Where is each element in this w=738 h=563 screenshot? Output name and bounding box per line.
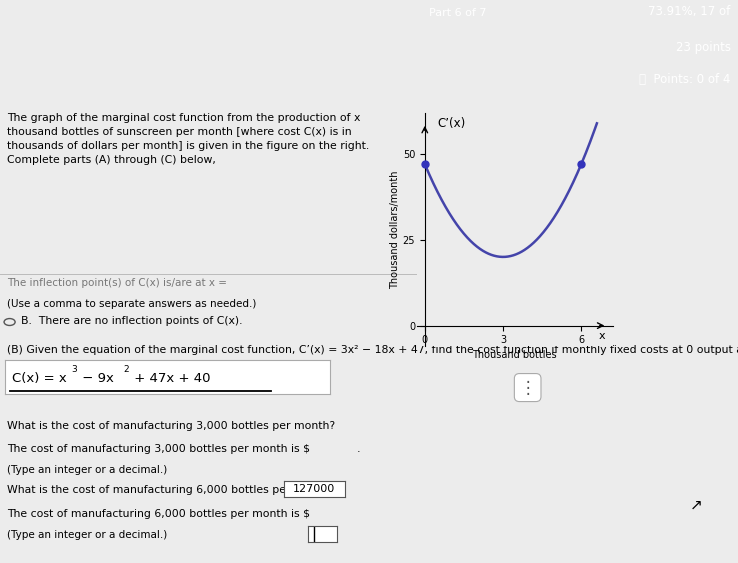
Text: (B) Given the equation of the marginal cost function, C’(x) = 3x² − 18x + 47, fi: (B) Given the equation of the marginal c… (7, 345, 738, 355)
Text: (Use a comma to separate answers as needed.): (Use a comma to separate answers as need… (7, 299, 257, 309)
Text: C’(x): C’(x) (438, 117, 466, 130)
Y-axis label: Thousand dollars/month: Thousand dollars/month (390, 170, 400, 289)
Text: ⓧ  Points: 0 of 4: ⓧ Points: 0 of 4 (639, 73, 731, 86)
Text: What is the cost of manufacturing 6,000 bottles per month?: What is the cost of manufacturing 6,000 … (7, 485, 336, 495)
Text: Part 6 of 7: Part 6 of 7 (429, 8, 486, 18)
Text: .: . (357, 444, 361, 454)
Text: 2: 2 (124, 365, 129, 374)
Text: $40,000.: $40,000. (7, 364, 56, 374)
Text: The cost of manufacturing 3,000 bottles per month is $: The cost of manufacturing 3,000 bottles … (7, 444, 314, 454)
Text: 3: 3 (72, 365, 77, 374)
Text: The graph of the marginal cost function from the production of x
thousand bottle: The graph of the marginal cost function … (7, 113, 370, 165)
Text: + 47x + 40: + 47x + 40 (130, 372, 210, 386)
Text: ↗: ↗ (690, 498, 703, 513)
Text: B.  There are no inflection points of C(x).: B. There are no inflection points of C(x… (21, 316, 242, 325)
Text: What is the cost of manufacturing 3,000 bottles per month?: What is the cost of manufacturing 3,000 … (7, 421, 336, 431)
Text: 23 points: 23 points (675, 41, 731, 53)
Text: The cost of manufacturing 6,000 bottles per month is $: The cost of manufacturing 6,000 bottles … (7, 508, 311, 519)
Text: 73.91%, 17 of: 73.91%, 17 of (649, 5, 731, 18)
Text: x: x (599, 332, 605, 341)
Text: ⋮: ⋮ (520, 378, 536, 396)
Text: − 9x: − 9x (78, 372, 114, 386)
Text: ⋮: ⋮ (520, 176, 536, 194)
Text: C(x) = x: C(x) = x (12, 372, 66, 386)
X-axis label: Thousand bottles: Thousand bottles (472, 350, 557, 360)
Text: 127000: 127000 (293, 484, 336, 494)
Text: The inflection point(s) of C(x) is/are at x =: The inflection point(s) of C(x) is/are a… (7, 278, 227, 288)
Text: (Type an integer or a decimal.): (Type an integer or a decimal.) (7, 530, 168, 540)
Text: (Type an integer or a decimal.): (Type an integer or a decimal.) (7, 465, 168, 475)
